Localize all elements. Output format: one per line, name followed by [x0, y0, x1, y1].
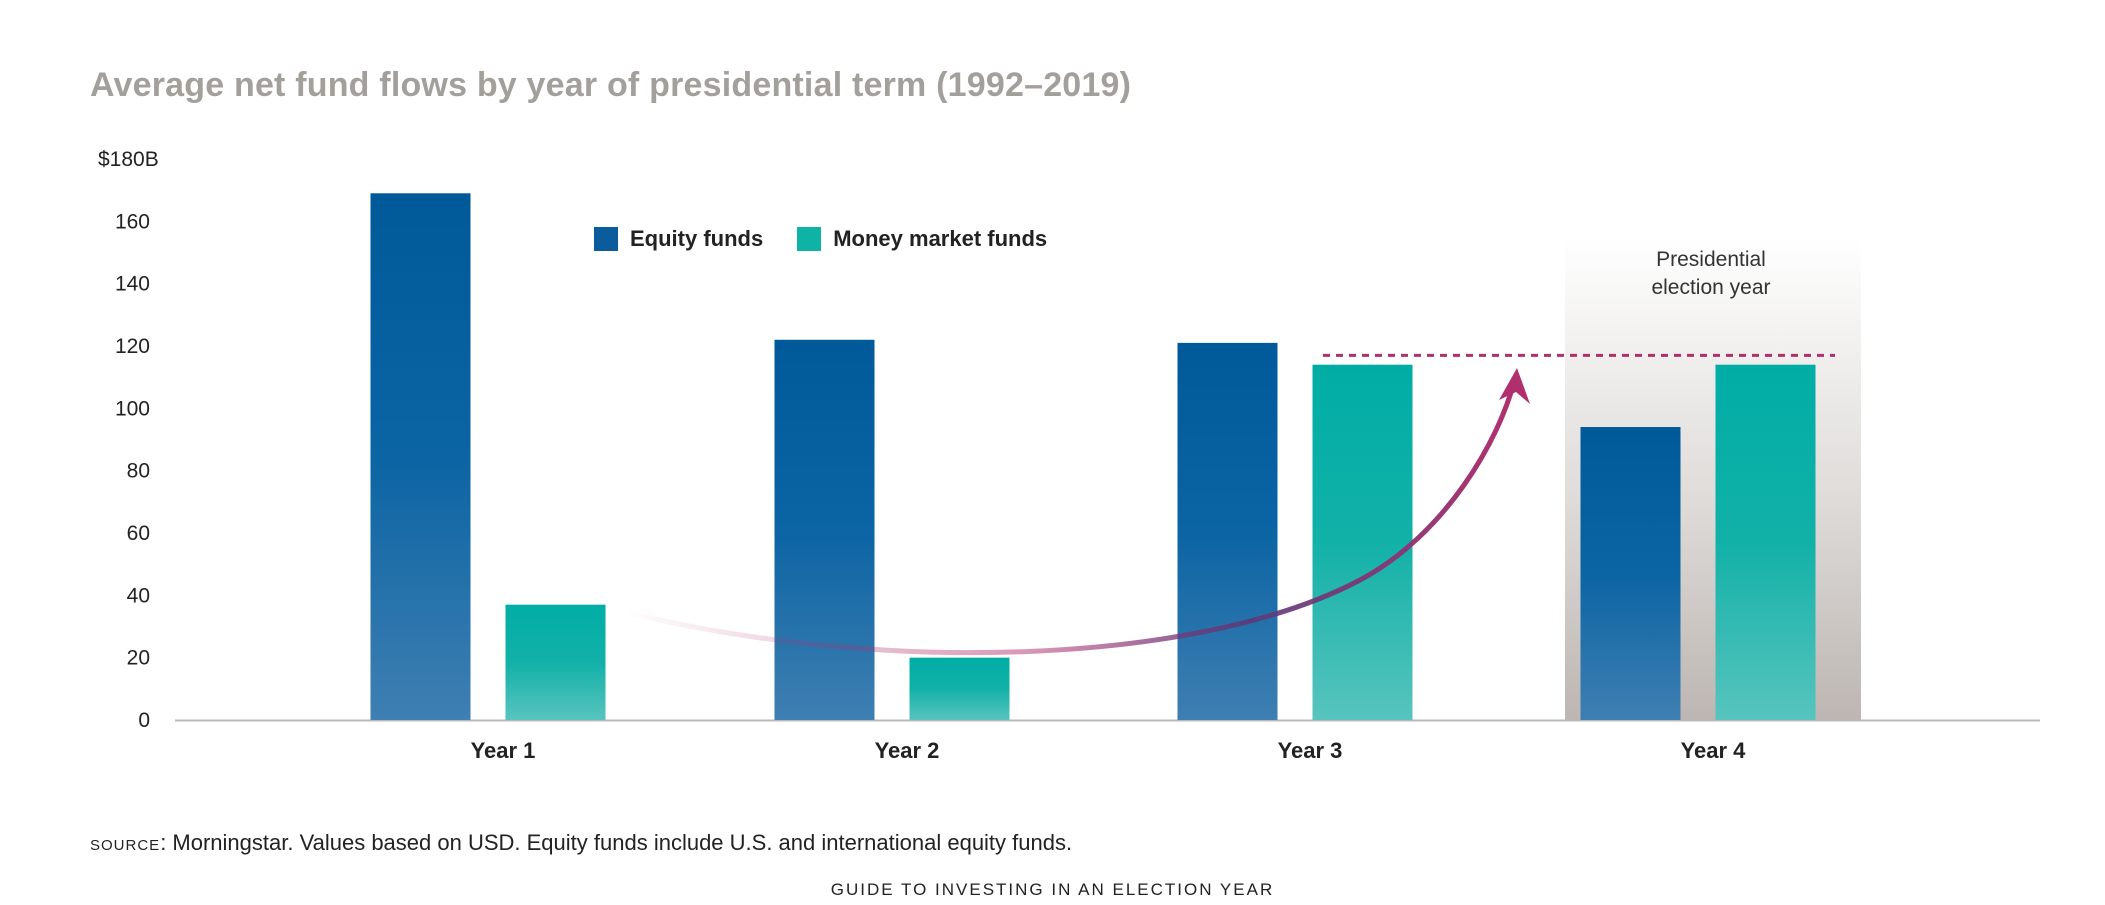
y-tick-label: 140 [115, 273, 150, 296]
legend-item-equity: Equity funds [594, 226, 763, 252]
y-tick-label: 80 [127, 460, 150, 483]
source-prefix: SOURCE [90, 837, 161, 854]
bar-equity [1177, 342, 1278, 720]
y-tick-label: 20 [127, 647, 150, 670]
bar-equity [774, 339, 875, 720]
footer-text: GUIDE TO INVESTING IN AN ELECTION YEAR [830, 880, 1275, 899]
x-tick-label: Year 1 [471, 738, 536, 763]
bar-equity [370, 193, 471, 721]
bar-equity [1580, 427, 1681, 720]
y-tick-label: 120 [115, 335, 150, 358]
bar-money-market [1715, 364, 1816, 720]
legend-swatch-equity [594, 227, 618, 251]
y-tick-label: 40 [127, 584, 150, 607]
y-tick-label: $180B [98, 148, 159, 171]
highlight-label: Presidential election year [1565, 246, 1857, 302]
y-tick-label: 160 [115, 210, 150, 233]
legend-item-money-market: Money market funds [797, 226, 1047, 252]
legend-swatch-money-market [797, 227, 822, 251]
bar-money-market [1312, 364, 1413, 720]
y-tick-label: 100 [115, 397, 150, 420]
y-tick-label: 60 [127, 522, 150, 545]
trend-arrow-head [1499, 368, 1530, 404]
bar-money-market [909, 657, 1010, 720]
y-tick-label: 0 [138, 709, 150, 732]
highlight-label-line1: Presidential [1656, 248, 1766, 271]
source-text: : Morningstar. Values based on USD. Equi… [160, 830, 1073, 855]
legend-label-money-market: Money market funds [833, 226, 1048, 251]
legend-label-equity: Equity funds [630, 226, 764, 251]
x-tick-label: Year 3 [1278, 738, 1343, 763]
x-tick-label: Year 4 [1681, 738, 1747, 763]
x-tick-label: Year 2 [875, 738, 940, 763]
highlight-label-line2: election year [1651, 276, 1771, 299]
source-note: SOURCE: Morningstar. Values based on USD… [90, 830, 1072, 856]
bar-money-market [505, 604, 606, 720]
trend-arrow [622, 375, 1518, 656]
chart-title: Average net fund flows by year of presid… [90, 66, 1132, 104]
legend: Equity funds Money market funds [594, 226, 1081, 252]
